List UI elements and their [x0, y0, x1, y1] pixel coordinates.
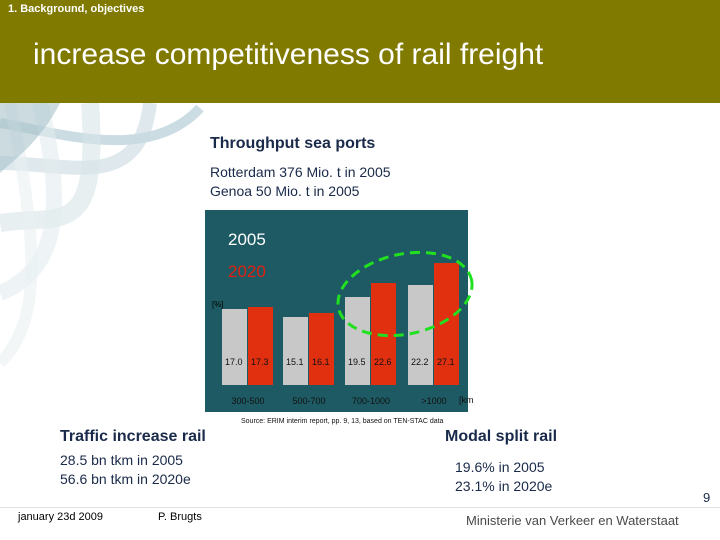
modal-split-line: 19.6% in 2005 — [455, 459, 545, 475]
throughput-line: Genoa 50 Mio. t in 2005 — [210, 183, 360, 199]
value-label: 16.1 — [312, 357, 330, 367]
legend-2020: 2020 — [228, 262, 266, 281]
value-label: 27.1 — [437, 357, 455, 367]
bar-2020-0 — [248, 307, 273, 385]
modal-split-line: 23.1% in 2020e — [455, 478, 553, 494]
category-label: 700-1000 — [351, 396, 391, 406]
bar-2005-1 — [283, 317, 308, 385]
x-unit-label: [km — [459, 395, 474, 405]
highlight-ellipse — [336, 250, 474, 338]
header-band: 1. Background, objectives increase compe… — [0, 0, 720, 103]
y-unit-label: [%] — [212, 300, 224, 309]
slide-title: increase competitiveness of rail freight — [33, 38, 544, 71]
category-label: >1000 — [421, 396, 447, 406]
value-label: 15.1 — [286, 357, 304, 367]
page-number: 9 — [703, 490, 711, 505]
throughput-heading: Throughput sea ports — [210, 135, 376, 152]
decorative-swirl — [0, 103, 204, 368]
footer-author: P. Brugts — [158, 511, 202, 523]
value-label: 17.0 — [225, 357, 243, 367]
ministry-logo-text: Ministerie van Verkeer en Waterstaat — [466, 513, 679, 528]
value-label: 19.5 — [348, 357, 366, 367]
footer-divider — [0, 507, 720, 508]
traffic-line: 28.5 bn tkm in 2005 — [60, 452, 183, 468]
value-label: 22.2 — [411, 357, 429, 367]
modal-split-heading: Modal split rail — [445, 428, 558, 445]
chart-source: Source: ERIM interim report, pp. 9, 13, … — [241, 418, 444, 425]
traffic-heading: Traffic increase rail — [60, 428, 206, 445]
bar-2005-2 — [345, 297, 370, 385]
legend-2005: 2005 — [228, 230, 266, 249]
category-label: 300-500 — [231, 396, 265, 406]
bar-2020-1 — [309, 312, 334, 385]
category-label: 500-700 — [292, 396, 326, 406]
bar-2005-3 — [408, 285, 433, 385]
value-label: 17.3 — [251, 357, 269, 367]
bar-2020-3 — [434, 263, 459, 385]
section-label: 1. Background, objectives — [8, 3, 145, 15]
footer-date: january 23d 2009 — [18, 511, 104, 523]
traffic-line: 56.6 bn tkm in 2020e — [60, 471, 191, 487]
value-label: 22.6 — [374, 357, 392, 367]
bar-2005-0 — [222, 308, 247, 385]
throughput-line: Rotterdam 376 Mio. t in 2005 — [210, 164, 391, 180]
